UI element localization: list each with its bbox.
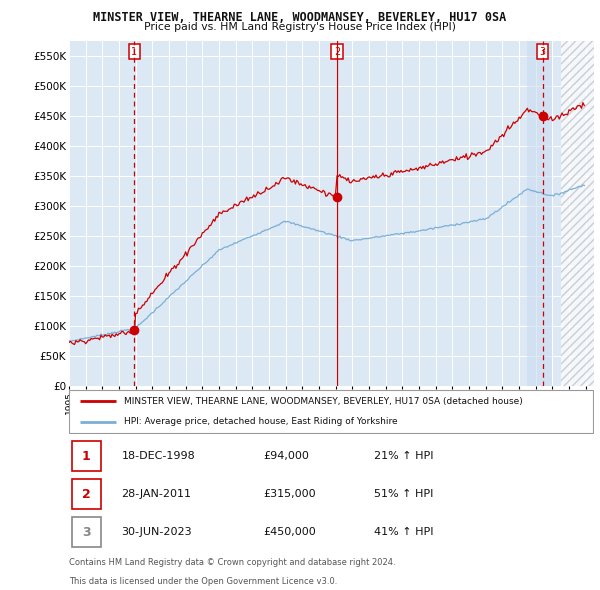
Text: 30-JUN-2023: 30-JUN-2023	[121, 527, 192, 537]
FancyBboxPatch shape	[71, 479, 101, 509]
Text: 21% ↑ HPI: 21% ↑ HPI	[373, 451, 433, 461]
Text: MINSTER VIEW, THEARNE LANE, WOODMANSEY, BEVERLEY, HU17 0SA: MINSTER VIEW, THEARNE LANE, WOODMANSEY, …	[94, 11, 506, 24]
Text: 3: 3	[82, 526, 91, 539]
Text: 1: 1	[131, 47, 137, 57]
Text: 1: 1	[82, 450, 91, 463]
FancyBboxPatch shape	[71, 441, 101, 471]
Text: HPI: Average price, detached house, East Riding of Yorkshire: HPI: Average price, detached house, East…	[124, 417, 398, 426]
Text: 51% ↑ HPI: 51% ↑ HPI	[373, 489, 433, 499]
Text: This data is licensed under the Open Government Licence v3.0.: This data is licensed under the Open Gov…	[69, 577, 337, 586]
FancyBboxPatch shape	[71, 517, 101, 547]
FancyBboxPatch shape	[69, 391, 593, 433]
Text: 28-JAN-2011: 28-JAN-2011	[121, 489, 191, 499]
Text: 3: 3	[539, 47, 545, 57]
Text: £94,000: £94,000	[263, 451, 309, 461]
Text: 2: 2	[334, 47, 340, 57]
Text: 18-DEC-1998: 18-DEC-1998	[121, 451, 195, 461]
Text: 41% ↑ HPI: 41% ↑ HPI	[373, 527, 433, 537]
Text: Price paid vs. HM Land Registry's House Price Index (HPI): Price paid vs. HM Land Registry's House …	[144, 22, 456, 32]
Bar	[560, 41, 594, 386]
Text: Contains HM Land Registry data © Crown copyright and database right 2024.: Contains HM Land Registry data © Crown c…	[69, 558, 395, 567]
Bar	[527, 41, 553, 386]
Text: £315,000: £315,000	[263, 489, 316, 499]
Text: £450,000: £450,000	[263, 527, 316, 537]
Text: 2: 2	[82, 487, 91, 501]
Text: MINSTER VIEW, THEARNE LANE, WOODMANSEY, BEVERLEY, HU17 0SA (detached house): MINSTER VIEW, THEARNE LANE, WOODMANSEY, …	[124, 397, 523, 406]
